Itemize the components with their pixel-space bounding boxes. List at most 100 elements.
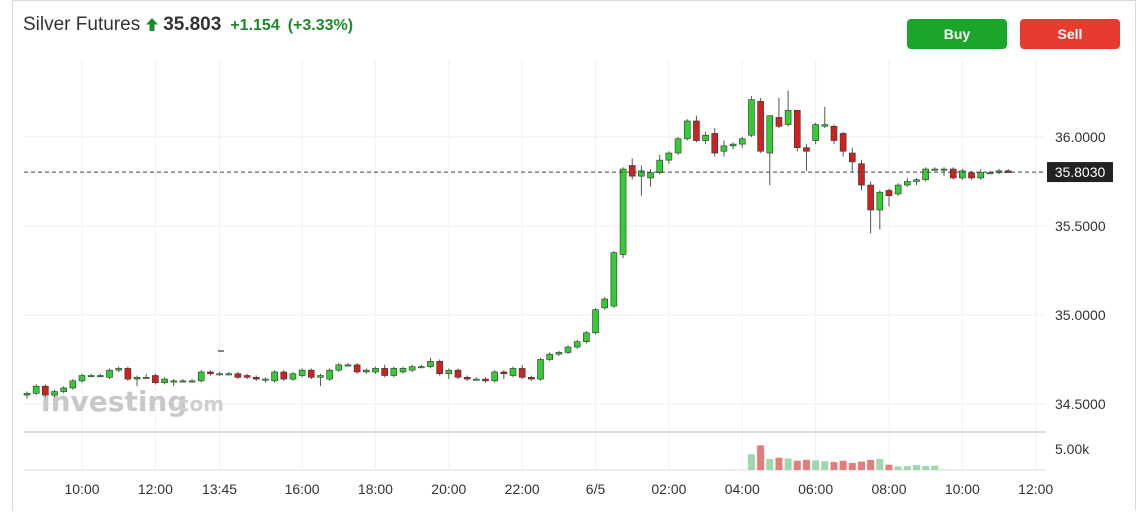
candle bbox=[454, 368, 462, 380]
candle bbox=[858, 160, 865, 191]
candle-body bbox=[610, 252, 618, 307]
candle bbox=[592, 307, 599, 335]
candle bbox=[32, 384, 40, 396]
candle bbox=[207, 370, 214, 376]
candle-body bbox=[372, 368, 379, 373]
candle-body bbox=[757, 101, 764, 152]
candle bbox=[216, 371, 223, 376]
candle-body bbox=[693, 120, 700, 141]
candle-body bbox=[858, 163, 865, 186]
candle-body bbox=[812, 124, 819, 141]
chart-grid bbox=[24, 60, 1046, 471]
volume-bar bbox=[839, 460, 847, 470]
candle bbox=[115, 366, 122, 372]
candle bbox=[793, 110, 801, 152]
candle bbox=[234, 371, 242, 380]
price-change: +1.154 bbox=[230, 17, 280, 34]
volume-bar bbox=[885, 464, 893, 470]
current-price-label: 35.8030 bbox=[1047, 162, 1113, 183]
candle bbox=[638, 165, 645, 196]
candle-body bbox=[69, 380, 77, 389]
candle-body bbox=[702, 134, 709, 141]
candle bbox=[812, 122, 819, 145]
candle-body bbox=[51, 391, 58, 396]
x-tick-label: 10:00 bbox=[945, 481, 980, 497]
candle bbox=[473, 377, 480, 381]
candle-body bbox=[656, 159, 664, 173]
candle bbox=[161, 377, 168, 385]
x-tick-label: 02:00 bbox=[651, 481, 686, 497]
candle bbox=[610, 250, 618, 308]
candle bbox=[665, 151, 673, 164]
candle bbox=[51, 389, 58, 397]
candle-body bbox=[628, 165, 636, 177]
buy-button[interactable]: Buy bbox=[907, 19, 1007, 49]
candle bbox=[78, 373, 86, 383]
candle bbox=[399, 366, 407, 374]
candle bbox=[500, 370, 508, 380]
candle bbox=[188, 379, 196, 383]
candle bbox=[362, 368, 370, 374]
candle bbox=[427, 357, 434, 369]
candle-body bbox=[60, 387, 67, 392]
candle-body bbox=[344, 364, 352, 367]
volume-series bbox=[747, 445, 948, 470]
candle-body bbox=[537, 359, 544, 380]
instrument-title: Silver Futures bbox=[23, 14, 141, 35]
candle-body bbox=[775, 117, 783, 127]
candle bbox=[280, 370, 288, 381]
candle bbox=[913, 177, 920, 186]
candle-body bbox=[665, 152, 673, 161]
candle-body bbox=[839, 133, 847, 152]
candle bbox=[674, 137, 682, 155]
candle bbox=[876, 190, 884, 230]
candle-body bbox=[821, 124, 829, 127]
candle-body bbox=[32, 385, 40, 394]
candle bbox=[619, 167, 627, 259]
volume-bar bbox=[830, 462, 838, 470]
candle bbox=[885, 188, 893, 207]
candle bbox=[583, 331, 590, 344]
candle-body bbox=[555, 352, 563, 355]
investing-watermark: investing .com bbox=[41, 385, 224, 418]
candle-body bbox=[23, 393, 31, 396]
candle-body bbox=[252, 376, 260, 380]
candle bbox=[986, 170, 994, 175]
candle bbox=[197, 370, 205, 383]
candle bbox=[271, 370, 278, 383]
candle bbox=[225, 371, 233, 376]
up-arrow-icon bbox=[146, 18, 159, 31]
candle bbox=[106, 368, 113, 380]
x-tick-label: 08:00 bbox=[871, 481, 906, 497]
candle-body bbox=[280, 371, 288, 380]
candle-body bbox=[188, 380, 196, 383]
y-tick-label: 36.0000 bbox=[1055, 129, 1106, 145]
candle-body bbox=[87, 375, 95, 378]
candle-body bbox=[986, 172, 994, 175]
candle-body bbox=[977, 172, 984, 179]
candle-body bbox=[42, 385, 49, 396]
candle bbox=[262, 377, 269, 383]
candle-body bbox=[106, 369, 113, 378]
y-tick-label: 34.5000 bbox=[1055, 396, 1106, 412]
candle-body bbox=[271, 371, 278, 382]
volume-bar bbox=[747, 454, 755, 470]
candle bbox=[372, 366, 379, 374]
candle-body bbox=[243, 375, 251, 378]
volume-bar bbox=[784, 458, 792, 470]
candle-body bbox=[647, 172, 654, 179]
x-tick-label: 18:00 bbox=[358, 481, 393, 497]
candle-body bbox=[207, 371, 214, 375]
candle bbox=[463, 375, 471, 381]
candle-body bbox=[674, 138, 682, 154]
candle-body bbox=[913, 179, 920, 182]
candle bbox=[335, 363, 343, 372]
candle-body bbox=[197, 371, 205, 382]
sell-button[interactable]: Sell bbox=[1020, 19, 1120, 49]
volume-bar bbox=[903, 466, 911, 470]
chart-frame bbox=[12, 0, 1136, 511]
candle-body bbox=[509, 368, 517, 376]
volume-bar bbox=[812, 460, 820, 470]
candle-body bbox=[326, 369, 333, 380]
